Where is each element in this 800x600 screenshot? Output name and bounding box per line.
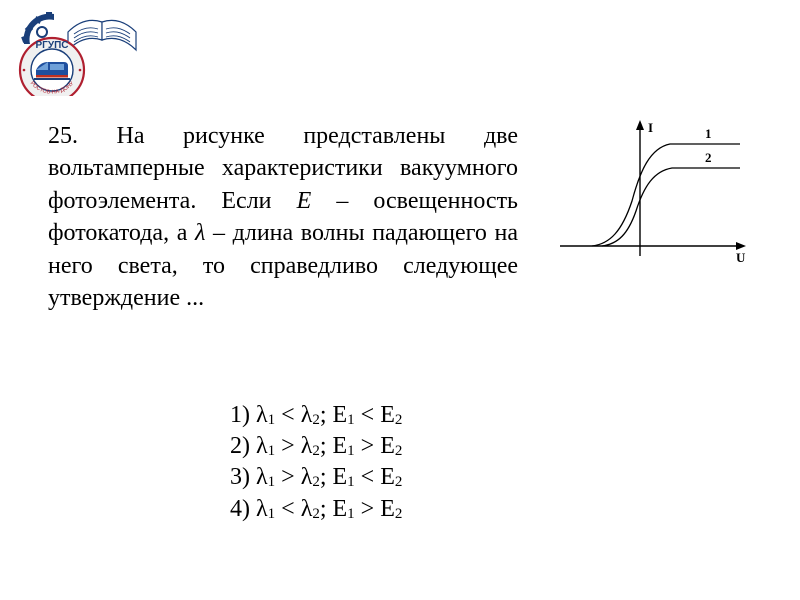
answer-1-num: 1): [230, 402, 250, 428]
l: λ: [301, 464, 313, 490]
axis-I-label: I: [648, 120, 653, 135]
s: 1: [347, 412, 355, 428]
institution-logo: РГУПС РОСТОВ-НА-ДОНУ: [10, 6, 140, 96]
var-lambda: λ: [195, 220, 205, 246]
c: <: [355, 464, 381, 490]
axis-U-label: U: [736, 250, 746, 265]
var-E: E: [297, 188, 312, 214]
answer-4: 4) λ1 < λ2; E1 > E2: [230, 494, 402, 525]
l: λ: [256, 433, 268, 459]
sep: ; E: [320, 464, 347, 490]
s: 2: [395, 443, 403, 459]
l: λ: [256, 402, 268, 428]
sep: ; E: [320, 433, 347, 459]
answer-3: 3) λ1 > λ2; E1 < E2: [230, 462, 402, 493]
sep: ; E: [320, 496, 347, 522]
l: λ: [256, 464, 268, 490]
c: <: [275, 402, 301, 428]
c: >: [355, 496, 381, 522]
iv-curve-graph: I U 1 2: [550, 116, 750, 276]
page: РГУПС РОСТОВ-НА-ДОНУ 25.: [0, 0, 800, 600]
sep: ; E: [320, 402, 347, 428]
e: E: [380, 464, 395, 490]
curve-1: [592, 144, 740, 246]
s: 2: [312, 474, 320, 490]
c: >: [275, 464, 301, 490]
answer-2-num: 2): [230, 433, 250, 459]
curve-1-label: 1: [705, 126, 712, 141]
svg-text:РГУПС: РГУПС: [36, 40, 69, 51]
l: λ: [301, 496, 313, 522]
curve-2-label: 2: [705, 150, 712, 165]
answer-3-num: 3): [230, 464, 250, 490]
s: 2: [312, 506, 320, 522]
s: 2: [312, 443, 320, 459]
c: <: [355, 402, 381, 428]
s: 1: [347, 474, 355, 490]
s: 2: [312, 412, 320, 428]
l: λ: [301, 433, 313, 459]
e: E: [380, 433, 395, 459]
s: 2: [395, 474, 403, 490]
answer-1: 1) λ1 < λ2; E1 < E2: [230, 400, 402, 431]
answer-list: 1) λ1 < λ2; E1 < E2 2) λ1 > λ2; E1 > E2 …: [230, 400, 402, 525]
answer-2: 2) λ1 > λ2; E1 > E2: [230, 431, 402, 462]
curve-2: [602, 168, 740, 246]
question-number: 25.: [48, 123, 78, 149]
question-text: 25. На рисунке представлены две вольтамп…: [48, 120, 518, 314]
c: <: [275, 496, 301, 522]
c: >: [275, 433, 301, 459]
l: λ: [256, 496, 268, 522]
answer-4-num: 4): [230, 496, 250, 522]
s: 2: [395, 412, 403, 428]
l: λ: [301, 402, 313, 428]
e: E: [380, 402, 395, 428]
c: >: [355, 433, 381, 459]
e: E: [380, 496, 395, 522]
dash1: –: [311, 188, 373, 214]
s: 1: [347, 506, 355, 522]
s: 2: [395, 506, 403, 522]
s: 1: [347, 443, 355, 459]
